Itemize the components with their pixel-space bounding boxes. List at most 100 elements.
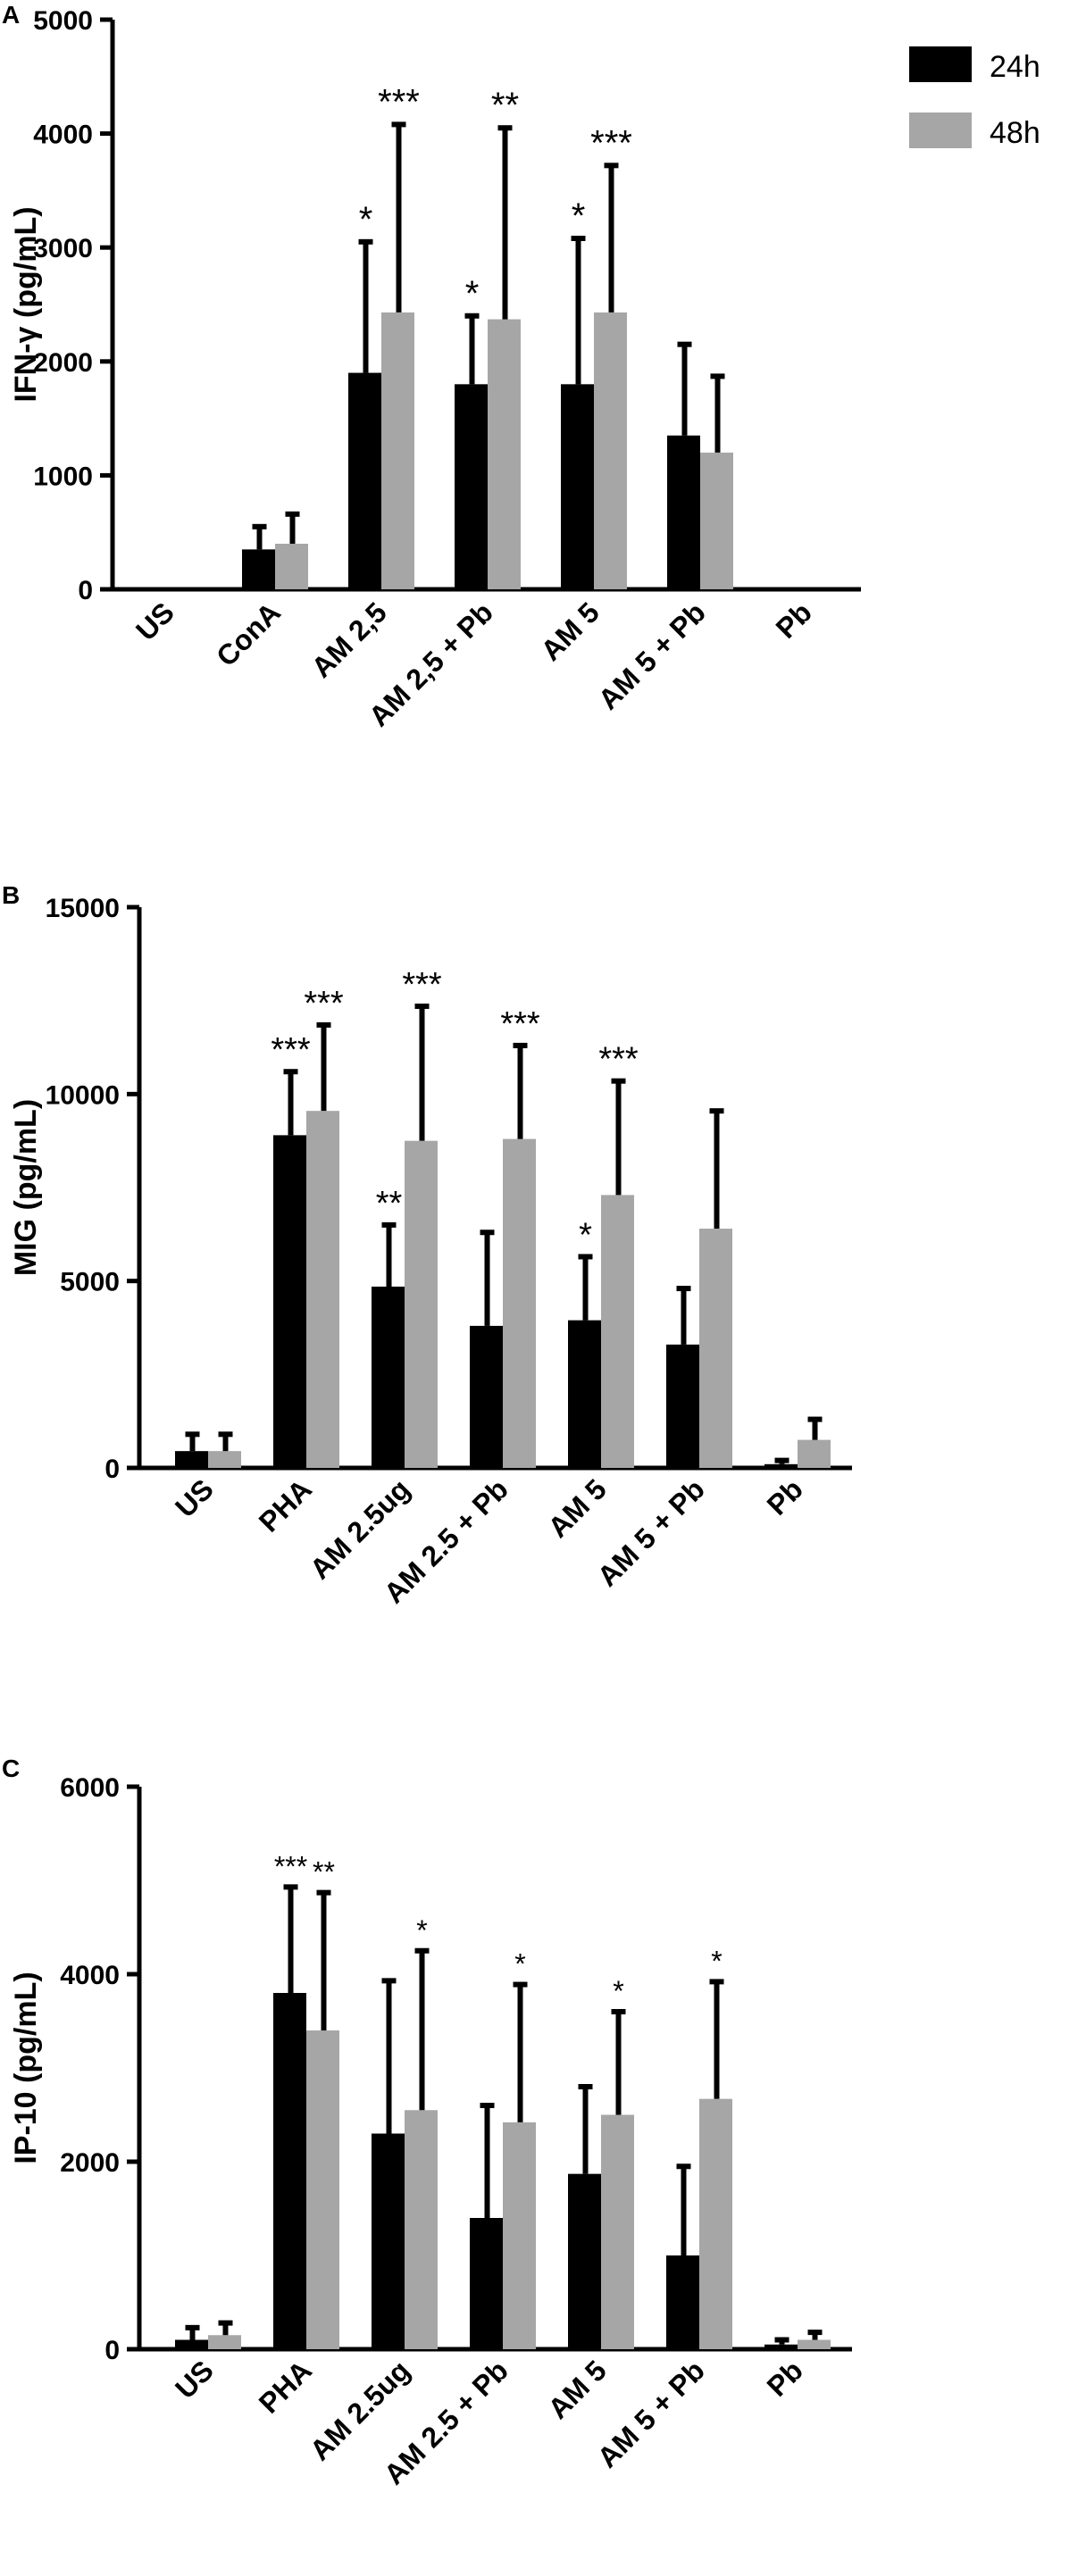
category-label-am-5: AM 5	[534, 596, 606, 667]
legend: 24h 48h	[909, 46, 1040, 150]
y-tick-label: 2000	[60, 2148, 120, 2178]
bar-24h-pb	[764, 2344, 798, 2349]
category-label-us: US	[129, 596, 180, 646]
bar-24h-am-2-5ug	[372, 2133, 405, 2349]
bar-48h-pha	[306, 1111, 339, 1468]
category-label-am-5-pb: AM 5 + Pb	[592, 596, 712, 715]
bar-48h-am-5	[594, 312, 627, 589]
bar-24h-am-2-5	[348, 372, 381, 589]
category-label-am-2-5: AM 2,5	[305, 596, 393, 683]
category-label-us: US	[169, 1472, 220, 1523]
bar-24h-pb	[764, 1463, 798, 1468]
y-tick-label: 6000	[60, 1773, 120, 1803]
panel-letter: C	[2, 1755, 20, 1782]
bar-48h-pb	[798, 1439, 831, 1468]
y-tick-label: 10000	[46, 1080, 120, 1110]
significance-marker: *	[613, 1975, 623, 2007]
bar-48h-am-5	[601, 1195, 634, 1468]
category-label-pha: PHA	[253, 1472, 318, 1538]
bar-48h-cona	[275, 543, 308, 589]
significance-marker: ***	[274, 1850, 307, 1882]
bar-48h-am-2-5ug	[405, 1140, 438, 1468]
significance-marker: ***	[590, 123, 632, 163]
y-tick-label: 5000	[60, 1268, 120, 1297]
y-tick-label: 3000	[33, 234, 93, 263]
bar-24h-am-5-pb	[666, 1344, 699, 1468]
category-label-am-5-pb: AM 5 + Pb	[591, 1472, 711, 1592]
category-label-pb: Pb	[770, 596, 818, 644]
bar-48h-am-2-5-pb	[503, 2122, 536, 2349]
category-label-am-5: AM 5	[541, 2354, 613, 2425]
significance-marker: *	[572, 196, 586, 236]
category-label-cona: ConA	[210, 596, 287, 672]
y-tick-label: 5000	[33, 6, 93, 36]
category-label-am-5-pb: AM 5 + Pb	[591, 2354, 711, 2473]
category-label-am-5: AM 5	[541, 1472, 613, 1544]
bar-48h-am-5-pb	[700, 452, 733, 589]
y-tick-label: 0	[78, 576, 93, 605]
bar-24h-am-5	[561, 384, 594, 589]
y-axis-title: IP-10 (pg/mL)	[9, 1972, 43, 2163]
bar-48h-am-5	[601, 2114, 634, 2349]
y-tick-label: 1000	[33, 462, 93, 491]
bar-24h-am-2-5-pb	[470, 1325, 503, 1468]
y-axis-title: MIG (pg/mL)	[9, 1099, 43, 1276]
significance-marker: *	[359, 200, 373, 239]
significance-marker: **	[313, 1856, 335, 1888]
y-tick-label: 4000	[60, 1961, 120, 1990]
panel-letter: A	[2, 1, 20, 29]
chart-panel-a: A 0 1000 2000 3000 4000 5000 IFN-γ (pg/mL) US Con…	[2, 1, 861, 733]
legend-swatch-24h	[909, 46, 972, 82]
y-axis-title: IFN-γ (pg/mL)	[9, 206, 43, 402]
significance-marker: ***	[271, 1031, 311, 1069]
y-tick-label: 0	[104, 1455, 120, 1484]
significance-marker: *	[514, 1948, 525, 1980]
bar-24h-am-5-pb	[667, 435, 700, 589]
significance-marker: ***	[378, 82, 420, 121]
bar-24h-am-5	[568, 1320, 601, 1468]
significance-marker: ***	[402, 966, 442, 1004]
bar-24h-am-5-pb	[666, 2255, 699, 2349]
bar-24h-am-2-5-pb	[470, 2218, 503, 2349]
significance-marker: **	[491, 86, 519, 125]
legend-label-24h: 24h	[990, 50, 1040, 84]
bar-48h-am-2-5-pb	[503, 1138, 536, 1468]
significance-marker: *	[416, 1914, 427, 1947]
bar-24h-us	[175, 1451, 208, 1468]
bar-24h-am-2-5-pb	[455, 384, 488, 589]
category-label-pb: Pb	[761, 1472, 809, 1521]
bar-48h-am-5-pb	[699, 1229, 732, 1468]
significance-marker: *	[711, 1945, 722, 1977]
bar-48h-am-2-5	[381, 312, 414, 589]
significance-marker: **	[376, 1185, 403, 1222]
bar-24h-cona	[242, 549, 275, 589]
bar-48h-am-5-pb	[699, 2098, 732, 2349]
legend-label-48h: 48h	[990, 116, 1040, 150]
bar-48h-pha	[306, 2030, 339, 2349]
y-tick-label: 0	[104, 2336, 120, 2365]
significance-marker: ***	[500, 1005, 540, 1043]
bar-24h-pha	[273, 1135, 306, 1468]
category-label-pb: Pb	[761, 2354, 809, 2402]
bar-24h-am-5	[568, 2173, 601, 2349]
y-tick-label: 4000	[33, 121, 93, 150]
bar-48h-pb	[798, 2339, 831, 2349]
bar-48h-us	[208, 2335, 241, 2349]
significance-marker: *	[465, 274, 480, 313]
category-label-us: US	[169, 2354, 220, 2405]
legend-swatch-48h	[909, 113, 972, 148]
y-tick-label: 2000	[33, 348, 93, 378]
bar-48h-am-2-5-pb	[488, 319, 521, 589]
category-label-pha: PHA	[253, 2354, 318, 2419]
bar-24h-us	[175, 2339, 208, 2349]
bar-24h-am-2-5ug	[372, 1286, 405, 1468]
significance-marker: *	[579, 1216, 592, 1254]
panel-letter: B	[2, 881, 20, 909]
significance-marker: ***	[598, 1041, 639, 1079]
y-tick-label: 15000	[46, 894, 120, 923]
bar-48h-am-2-5ug	[405, 2110, 438, 2349]
bar-24h-pha	[273, 1993, 306, 2349]
